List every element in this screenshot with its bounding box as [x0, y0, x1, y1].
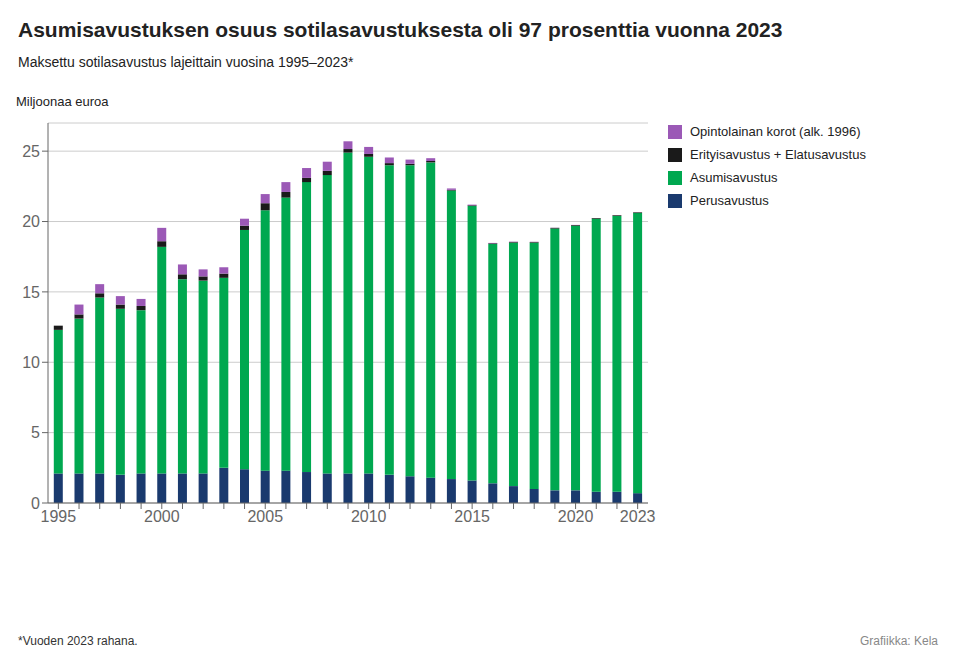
svg-text:2020: 2020 — [558, 508, 594, 525]
svg-text:2000: 2000 — [144, 508, 180, 525]
svg-text:15: 15 — [22, 284, 40, 301]
html-text:Grafiikka: Kela: Grafiikka: Kela — [860, 634, 938, 648]
html-text:Asumisavustuksen osuus sotilas: Asumisavustuksen osuus sotilasavustukses… — [18, 18, 783, 41]
html-text:*Vuoden 2023 rahana.: *Vuoden 2023 rahana. — [18, 634, 138, 648]
svg-text:25: 25 — [22, 143, 40, 160]
html-text:Opintolainan korot (alk. 1996): Opintolainan korot (alk. 1996) — [690, 124, 861, 139]
html-text:Asumisavustus: Asumisavustus — [690, 170, 778, 185]
svg-text:20: 20 — [22, 213, 40, 230]
svg-text:2005: 2005 — [247, 508, 283, 525]
html-text:Maksettu sotilasavustus lajeit: Maksettu sotilasavustus lajeittain vuosi… — [18, 54, 354, 70]
svg-text:2010: 2010 — [351, 508, 387, 525]
html-text:Perusavustus: Perusavustus — [690, 193, 769, 208]
html-text:Miljoonaa euroa: Miljoonaa euroa — [16, 94, 109, 109]
svg-text:0: 0 — [31, 495, 40, 512]
svg-text:2015: 2015 — [454, 508, 490, 525]
html-text:Erityisavustus + Elatusavustus: Erityisavustus + Elatusavustus — [690, 147, 866, 162]
svg-text:2023: 2023 — [620, 508, 656, 525]
svg-text:10: 10 — [22, 354, 40, 371]
svg-text:5: 5 — [31, 424, 40, 441]
svg-text:1995: 1995 — [41, 508, 77, 525]
